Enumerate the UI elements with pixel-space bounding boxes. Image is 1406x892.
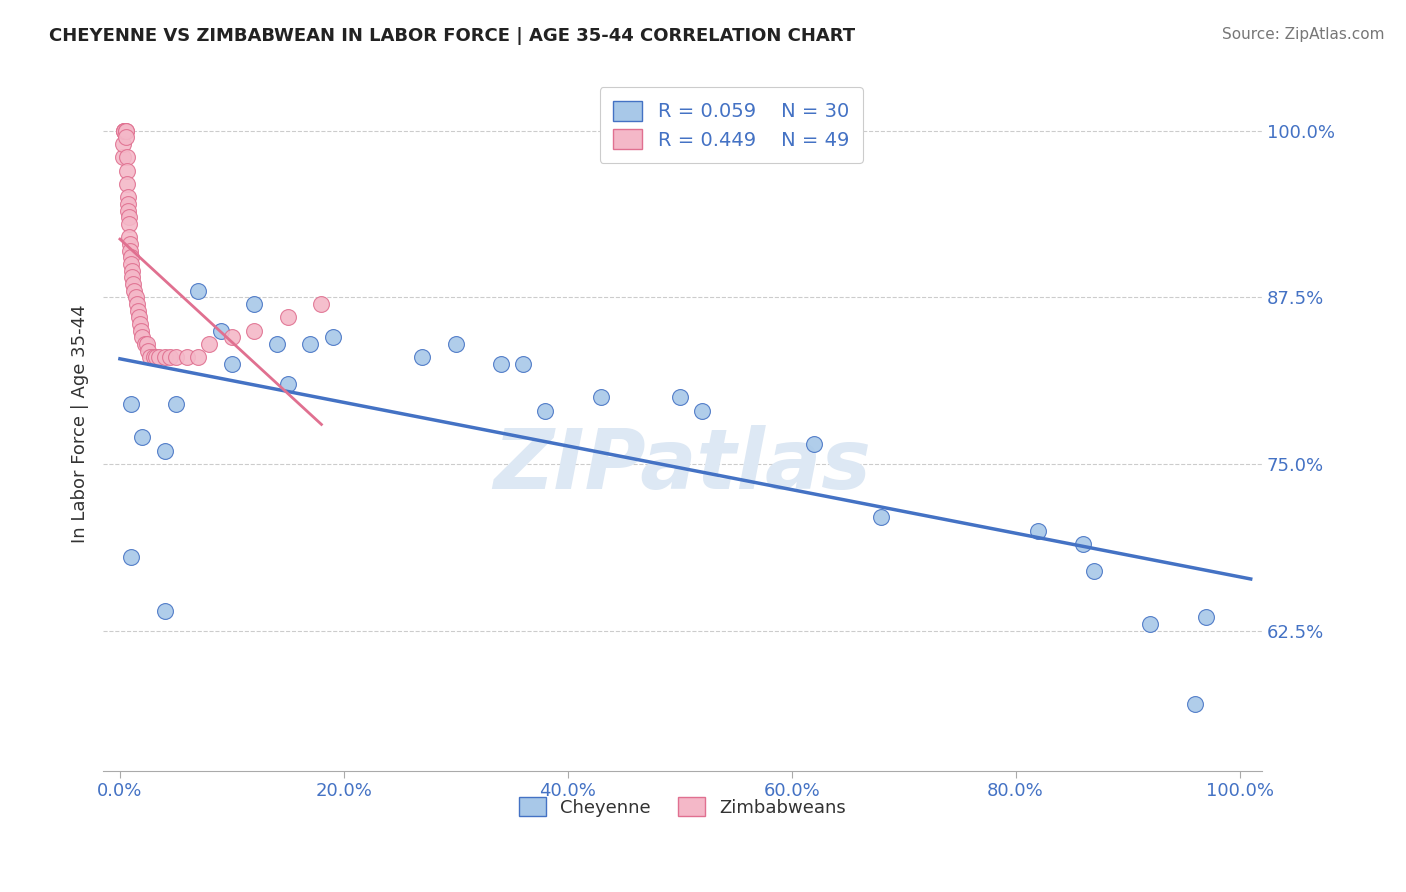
Point <box>115 163 138 178</box>
Point <box>122 277 145 291</box>
Point <box>243 297 266 311</box>
Point <box>243 324 266 338</box>
Point <box>187 351 209 365</box>
Point <box>134 337 156 351</box>
Point <box>112 124 135 138</box>
Point <box>120 257 142 271</box>
Point <box>209 324 232 338</box>
Text: CHEYENNE VS ZIMBABWEAN IN LABOR FORCE | AGE 35-44 CORRELATION CHART: CHEYENNE VS ZIMBABWEAN IN LABOR FORCE | … <box>49 27 855 45</box>
Text: Source: ZipAtlas.com: Source: ZipAtlas.com <box>1222 27 1385 42</box>
Point <box>112 124 135 138</box>
Point <box>118 211 141 225</box>
Point <box>489 357 512 371</box>
Point <box>129 324 152 338</box>
Point <box>112 137 135 152</box>
Point <box>124 290 146 304</box>
Point <box>117 190 139 204</box>
Point <box>311 297 333 311</box>
Point <box>120 550 142 565</box>
Point <box>198 337 221 351</box>
Point <box>176 351 198 365</box>
Point <box>1195 610 1218 624</box>
Point <box>139 351 162 365</box>
Point <box>127 303 149 318</box>
Point <box>129 317 152 331</box>
Point <box>221 357 243 371</box>
Point <box>1184 697 1206 711</box>
Point <box>165 397 187 411</box>
Point <box>159 351 181 365</box>
Point <box>444 337 467 351</box>
Point <box>115 177 138 191</box>
Point <box>112 150 135 164</box>
Point <box>120 397 142 411</box>
Point <box>411 351 433 365</box>
Point <box>117 197 139 211</box>
Point <box>142 351 165 365</box>
Point <box>135 337 157 351</box>
Point <box>299 337 322 351</box>
Point <box>266 337 288 351</box>
Point <box>112 124 135 138</box>
Point <box>153 604 176 618</box>
Point <box>118 217 141 231</box>
Point <box>153 351 176 365</box>
Point <box>118 237 141 252</box>
Point <box>277 377 299 392</box>
Point <box>668 391 690 405</box>
Point <box>512 357 534 371</box>
Point <box>187 284 209 298</box>
Point <box>148 351 170 365</box>
Point <box>125 297 148 311</box>
Point <box>131 430 153 444</box>
Point <box>121 270 143 285</box>
Y-axis label: In Labor Force | Age 35-44: In Labor Force | Age 35-44 <box>72 305 89 543</box>
Point <box>118 244 141 258</box>
Point <box>114 124 136 138</box>
Point <box>534 403 557 417</box>
Point <box>153 443 176 458</box>
Point <box>145 351 167 365</box>
Point <box>803 437 825 451</box>
Point <box>165 351 187 365</box>
Point <box>277 310 299 325</box>
Text: ZIPatlas: ZIPatlas <box>494 425 872 506</box>
Point <box>1026 524 1049 538</box>
Point <box>115 150 138 164</box>
Point <box>1083 564 1105 578</box>
Point <box>131 330 153 344</box>
Point <box>870 510 893 524</box>
Point <box>690 403 713 417</box>
Point <box>322 330 344 344</box>
Point <box>1139 617 1161 632</box>
Point <box>591 391 613 405</box>
Point <box>128 310 150 325</box>
Point <box>124 284 146 298</box>
Point <box>114 124 136 138</box>
Point <box>121 264 143 278</box>
Point <box>1071 537 1094 551</box>
Point <box>118 230 141 244</box>
Point <box>114 130 136 145</box>
Point <box>136 343 159 358</box>
Point <box>221 330 243 344</box>
Legend: Cheyenne, Zimbabweans: Cheyenne, Zimbabweans <box>512 790 853 824</box>
Point <box>117 203 139 218</box>
Point <box>120 251 142 265</box>
